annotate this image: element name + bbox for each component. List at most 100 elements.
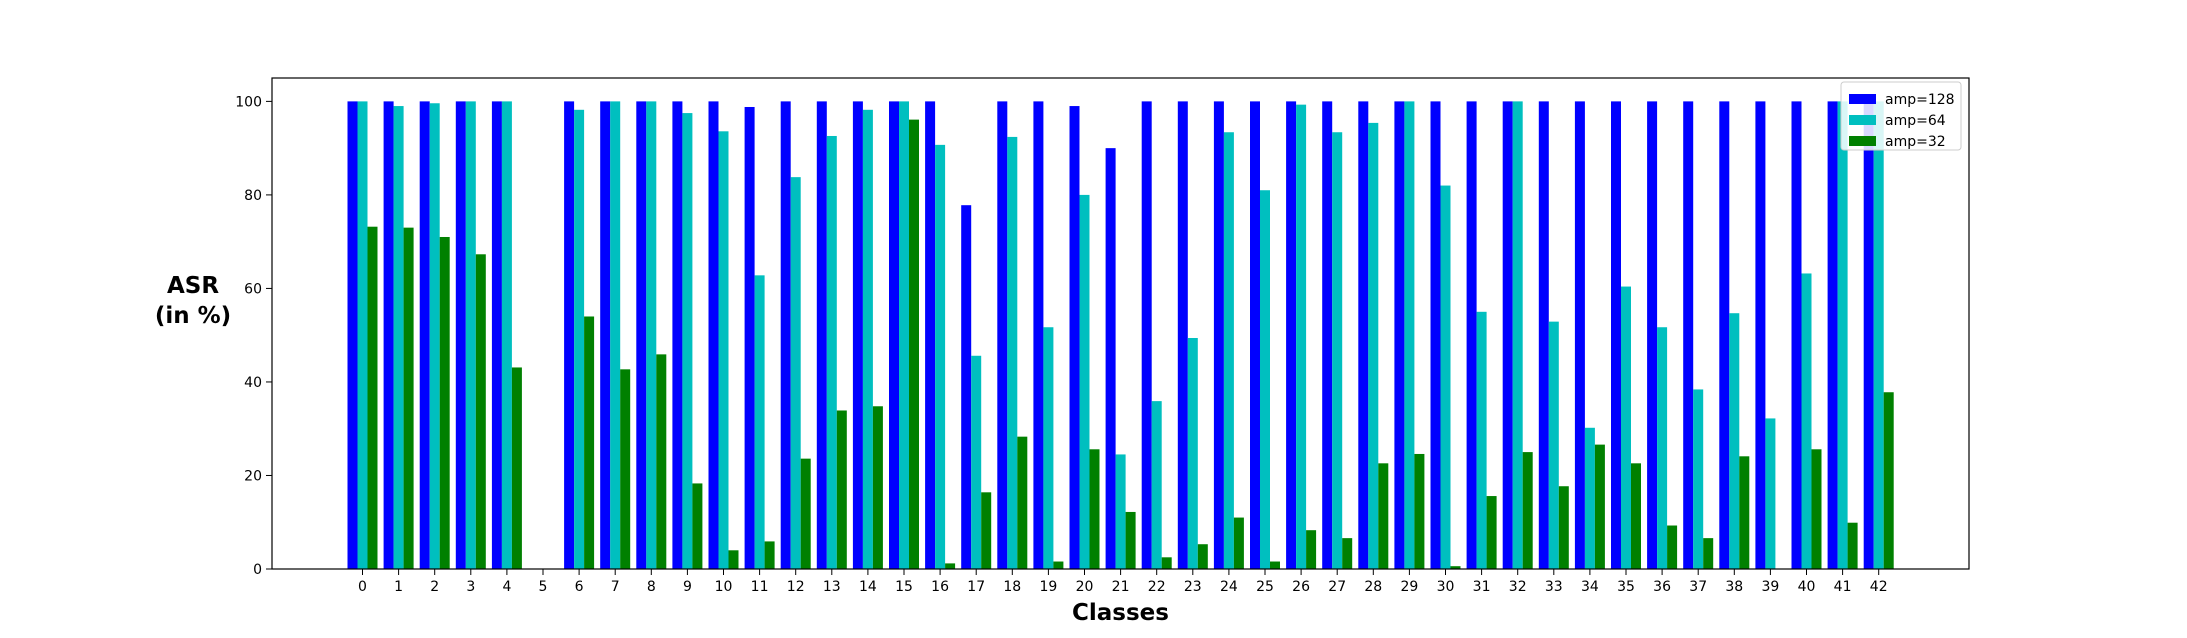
bar-amp-64-class-25	[1260, 190, 1270, 569]
bar-amp-32-class-41	[1847, 522, 1858, 569]
bar-amp-32-class-12	[800, 458, 811, 569]
x-tick-label-17: 17	[967, 579, 985, 595]
bar-amp-128-class-11	[744, 106, 755, 570]
x-tick-label-22: 22	[1148, 579, 1166, 595]
x-tick-label-11: 11	[751, 579, 769, 595]
x-axis: 0 1 2 3 4 5 6 7 8 9 10 11 12 13 14 15 16 17 18 19 20 21 22 23 24…	[358, 569, 1888, 595]
y-tick-label-80: 80	[244, 188, 262, 204]
bar-amp-128-class-34	[1574, 101, 1585, 569]
bar-amp-32-class-21	[1125, 511, 1136, 569]
y-axis-title-line-1: ASR	[167, 273, 219, 299]
bar-amp-128-class-40	[1791, 101, 1802, 569]
bar-amp-64-class-28	[1368, 122, 1379, 570]
bar-amp-64-class-20	[1079, 194, 1090, 569]
bar-amp-64-class-9	[682, 113, 693, 570]
bar-amp-128-class-23	[1177, 101, 1188, 569]
legend-swatch-amp-128	[1849, 94, 1876, 104]
y-axis-title-line-2: (in %)	[155, 303, 231, 329]
bar-amp-64-class-33	[1548, 321, 1559, 569]
bar-amp-64-class-15	[899, 101, 909, 569]
bar-amp-128-class-20	[1069, 106, 1080, 570]
bar-amp-128-class-37	[1683, 101, 1694, 569]
bar-amp-32-class-11	[764, 541, 775, 569]
x-tick-label-20: 20	[1076, 579, 1094, 595]
bar-amp-64-class-31	[1476, 311, 1487, 569]
y-axis: 0 20 40 60 80 100	[235, 94, 272, 578]
bar-amp-64-class-2	[429, 103, 440, 569]
bar-amp-32-class-19	[1053, 561, 1064, 569]
x-tick-label-35: 35	[1617, 579, 1635, 595]
bar-amp-64-class-38	[1729, 313, 1740, 569]
x-tick-label-27: 27	[1328, 579, 1346, 595]
x-tick-label-6: 6	[575, 579, 584, 595]
bar-amp-128-class-24	[1213, 101, 1224, 569]
bar-amp-128-class-9	[672, 101, 683, 569]
bar-amp-64-class-41	[1837, 101, 1848, 569]
bar-amp-32-class-31	[1486, 496, 1497, 569]
bar-amp-32-class-17	[981, 492, 992, 569]
bar-amp-32-class-30	[1450, 566, 1461, 569]
x-tick-label-13: 13	[823, 579, 841, 595]
bar-amp-128-class-27	[1322, 101, 1333, 569]
bar-amp-128-class-39	[1755, 101, 1766, 569]
bar-amp-128-class-0	[347, 101, 358, 569]
bar-amp-64-class-39	[1765, 418, 1776, 569]
bar-amp-32-class-0	[367, 226, 378, 569]
x-tick-label-28: 28	[1364, 579, 1382, 595]
bar-amp-32-class-9	[692, 483, 703, 569]
bar-amp-64-class-7	[610, 101, 621, 569]
x-tick-label-23: 23	[1184, 579, 1202, 595]
x-tick-label-1: 1	[394, 579, 403, 595]
bar-amp-128-class-12	[780, 101, 791, 569]
bar-amp-64-class-29	[1404, 101, 1415, 569]
bar-amp-128-class-21	[1105, 148, 1116, 569]
bar-amp-32-class-7	[620, 369, 631, 569]
x-tick-label-38: 38	[1725, 579, 1743, 595]
bar-amp-64-class-42	[1873, 101, 1884, 569]
bar-amp-128-class-28	[1358, 101, 1369, 569]
bar-amp-64-class-18	[1007, 136, 1018, 570]
x-tick-label-3: 3	[466, 579, 475, 595]
bar-amp-128-class-19	[1033, 101, 1044, 569]
x-tick-label-41: 41	[1834, 579, 1852, 595]
bar-amp-128-class-25	[1250, 101, 1260, 569]
x-tick-label-2: 2	[430, 579, 439, 595]
y-tick-label-0: 0	[253, 562, 262, 578]
x-tick-label-16: 16	[931, 579, 949, 595]
bars-layer	[347, 101, 1894, 570]
bar-amp-32-class-40	[1811, 449, 1822, 569]
bar-amp-32-class-6	[584, 316, 595, 569]
bar-amp-32-class-3	[475, 254, 486, 570]
bar-amp-128-class-41	[1827, 101, 1838, 569]
x-tick-label-18: 18	[1003, 579, 1021, 595]
bar-amp-128-class-38	[1719, 101, 1730, 569]
bar-amp-128-class-31	[1466, 101, 1477, 569]
x-tick-label-26: 26	[1292, 579, 1310, 595]
x-tick-label-40: 40	[1798, 579, 1816, 595]
bar-amp-32-class-1	[403, 227, 414, 569]
bar-amp-64-class-14	[862, 109, 873, 569]
bar-amp-64-class-19	[1043, 327, 1054, 569]
bar-amp-64-class-37	[1693, 389, 1704, 569]
x-tick-label-24: 24	[1220, 579, 1238, 595]
bar-amp-32-class-16	[945, 563, 956, 569]
x-tick-label-36: 36	[1653, 579, 1671, 595]
bar-amp-64-class-27	[1332, 132, 1343, 569]
x-tick-label-37: 37	[1689, 579, 1707, 595]
bar-amp-128-class-42	[1863, 101, 1874, 569]
bar-amp-64-class-11	[754, 275, 765, 569]
bar-amp-32-class-22	[1161, 557, 1172, 569]
x-tick-label-31: 31	[1473, 579, 1491, 595]
bar-amp-128-class-26	[1286, 101, 1297, 569]
y-tick-label-100: 100	[235, 94, 262, 110]
bar-amp-128-class-35	[1611, 101, 1621, 569]
bar-amp-64-class-23	[1187, 337, 1198, 569]
bar-amp-128-class-36	[1647, 101, 1658, 569]
legend: amp=128 amp=64 amp=32	[1840, 81, 1962, 151]
bar-amp-32-class-8	[656, 354, 667, 569]
bar-amp-128-class-30	[1430, 101, 1441, 569]
bar-amp-64-class-32	[1512, 101, 1523, 569]
bar-amp-128-class-7	[600, 101, 611, 569]
x-tick-label-25: 25	[1256, 579, 1274, 595]
